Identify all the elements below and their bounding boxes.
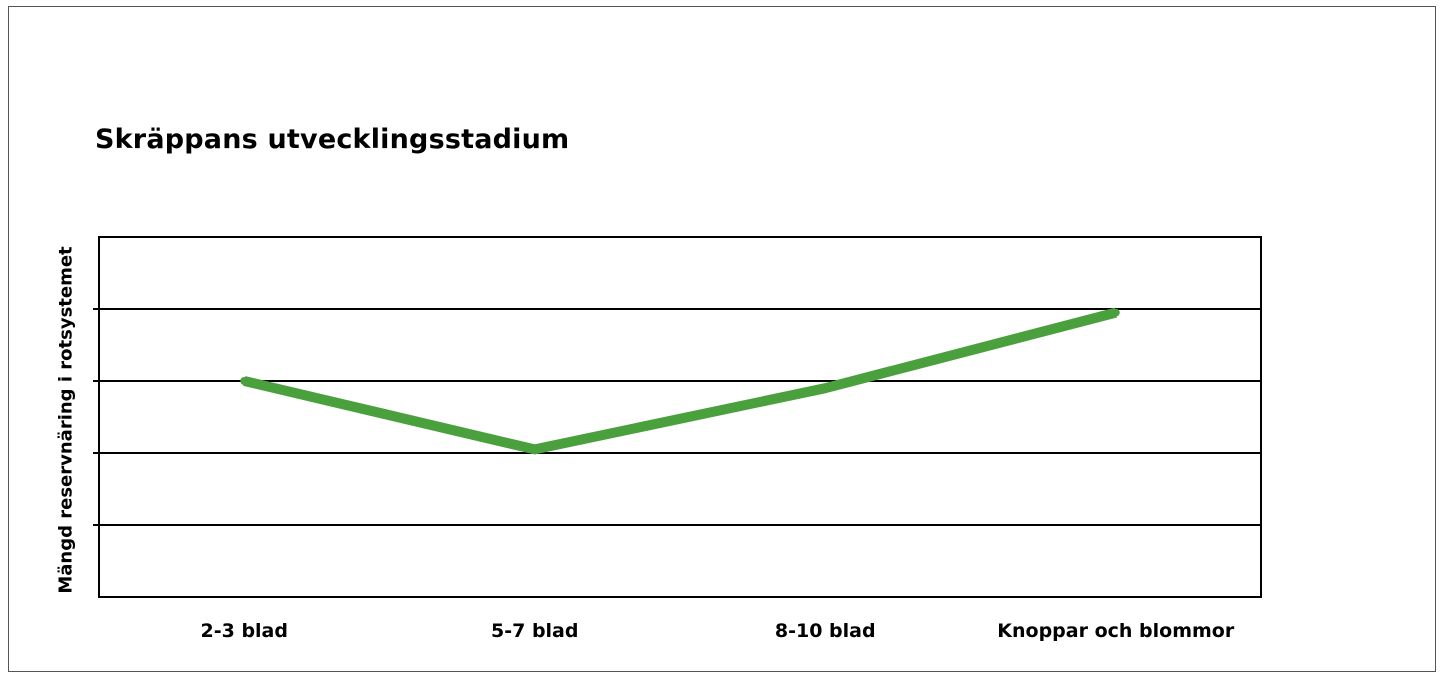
x-tick-labels: 2-3 blad 5-7 blad 8-10 blad Knoppar och blo…: [201, 620, 1235, 642]
plot-area: [98, 236, 1262, 598]
chart-frame: [8, 6, 1436, 672]
data-point: [240, 377, 249, 385]
data-point: [821, 384, 830, 393]
data-point: [530, 445, 539, 454]
gridlines: [93, 308, 1261, 526]
data-point: [1111, 308, 1120, 317]
x-tick-label: 8-10 blad: [775, 620, 876, 642]
x-tick-label: 5-7 blad: [491, 620, 578, 642]
x-tick-label: 2-3 blad: [201, 620, 288, 642]
series-line: [243, 307, 1118, 455]
x-tick-label: Knoppar och blommor: [997, 620, 1235, 642]
chart-title: Skräppans utvecklingsstadium: [95, 124, 570, 155]
series-layer: [240, 307, 1120, 455]
